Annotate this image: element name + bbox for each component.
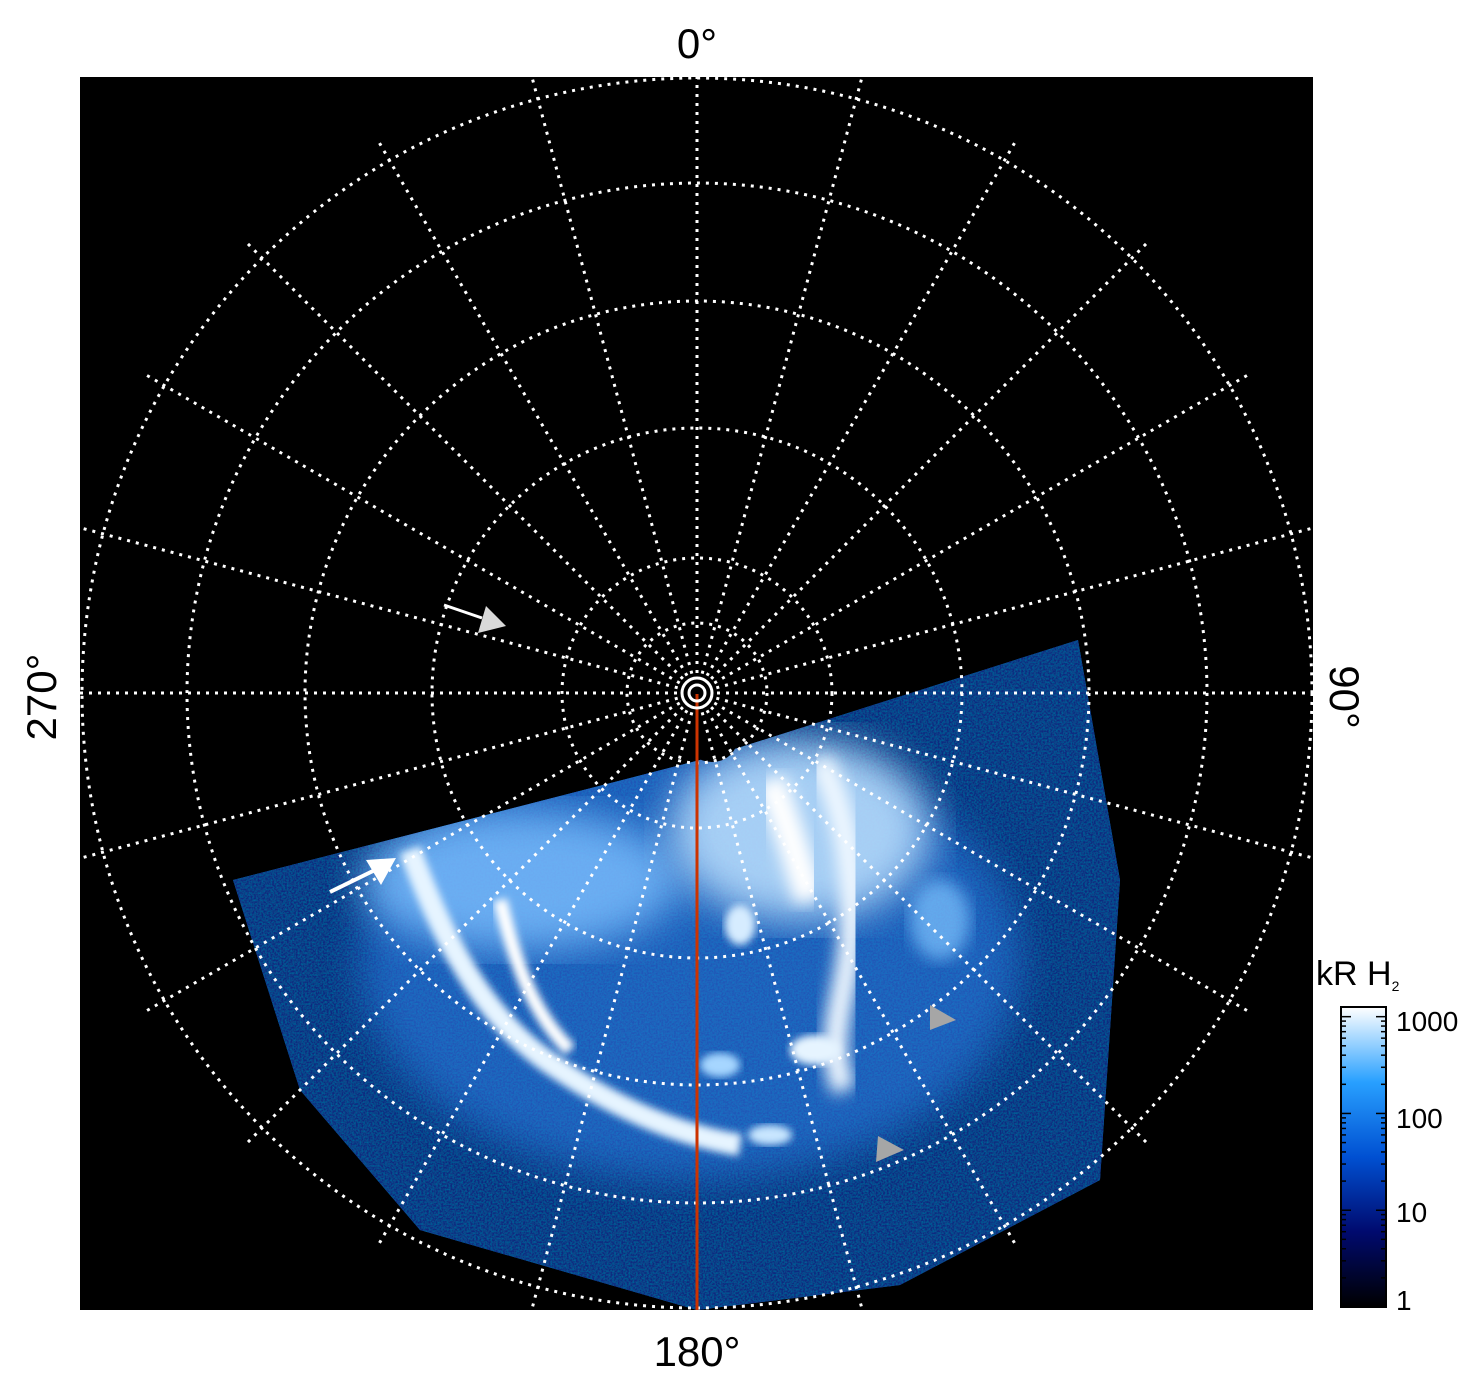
colorbar-title: kR H2 <box>1316 955 1400 994</box>
auroral-emission-image <box>233 640 1120 1310</box>
grey-marker-right-icon <box>930 1005 956 1030</box>
label-top: 0° <box>677 20 717 67</box>
label-right: 90° <box>1321 665 1368 729</box>
colorbar-tick-100: 100 <box>1396 1103 1443 1134</box>
label-bottom: 180° <box>654 1328 741 1375</box>
latitude-circle <box>560 556 834 830</box>
label-left: 270° <box>18 654 65 741</box>
pole-marker <box>680 676 714 710</box>
colorbar-tick-10: 10 <box>1396 1197 1427 1228</box>
colorbar: kR H2 1000 100 10 1 <box>1316 955 1458 1316</box>
upper-arrow-icon <box>443 603 506 633</box>
grey-marker-bottom-icon <box>876 1136 904 1162</box>
colorbar-tick-1000: 1000 <box>1396 1006 1458 1037</box>
lower-arrow-icon <box>329 858 396 894</box>
colorbar-tick-1: 1 <box>1396 1285 1412 1316</box>
colorbar-gradient <box>1340 1006 1387 1308</box>
